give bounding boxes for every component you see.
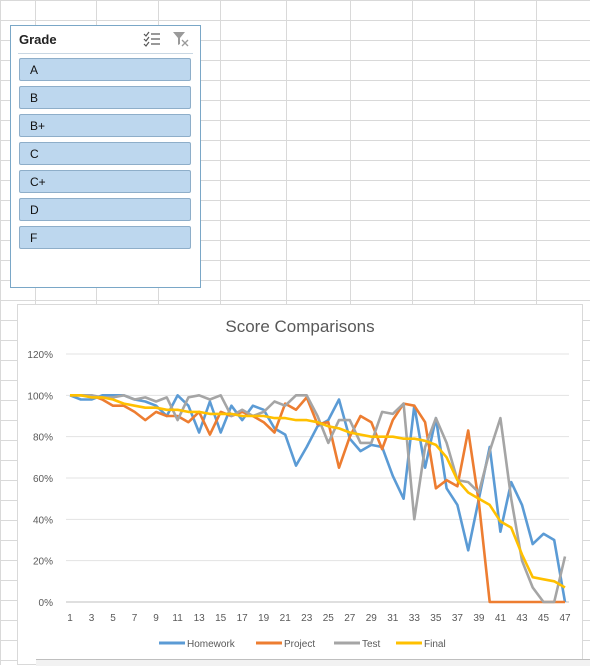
- chart-plot-area: 0%20%40%60%80%100%120%1 3 5 7 9 11 13 15 17 19 21 2…: [27, 350, 571, 650]
- slicer-title: Grade: [19, 32, 57, 47]
- y-tick-label: 0%: [39, 598, 54, 609]
- x-tick-label: 11: [172, 613, 183, 624]
- legend-label: Project: [284, 639, 315, 650]
- score-comparisons-chart[interactable]: Score Comparisons 0% 20% 40% 60% 80% 100% 120%…: [17, 304, 583, 665]
- legend-label: Final: [424, 639, 446, 650]
- x-tick-label: 7: [132, 613, 138, 624]
- x-tick-label: 23: [301, 613, 313, 624]
- x-tick-label: 41: [495, 613, 507, 624]
- x-tick-label: 1: [67, 613, 73, 624]
- x-tick-label: 5: [110, 613, 116, 624]
- x-tick-label: 43: [516, 613, 528, 624]
- x-tick-label: 33: [409, 613, 421, 624]
- x-tick-label: 39: [473, 613, 485, 624]
- y-tick-label: 80%: [33, 433, 53, 444]
- x-tick-label: 15: [215, 613, 227, 624]
- y-tick-label: 100%: [27, 391, 53, 402]
- series-line-homework[interactable]: [69, 394, 567, 603]
- grade-slicer[interactable]: Grade A B B+ C C+ D F: [10, 25, 201, 288]
- x-tick-label: 47: [559, 613, 571, 624]
- x-tick-label: 25: [323, 613, 335, 624]
- series-line-final[interactable]: [70, 394, 566, 589]
- x-tick-label: 29: [366, 613, 378, 624]
- slicer-item-label: C: [30, 147, 39, 161]
- slicer-item[interactable]: A: [19, 58, 191, 81]
- y-tick-label: 40%: [33, 515, 53, 526]
- slicer-item-label: B: [30, 91, 39, 105]
- x-tick-label: 31: [387, 613, 399, 624]
- clear-filter-icon[interactable]: [171, 29, 191, 49]
- x-tick-label: 35: [430, 613, 442, 624]
- slicer-item[interactable]: C: [19, 142, 191, 165]
- slicer-item[interactable]: C+: [19, 170, 191, 193]
- slicer-item[interactable]: F: [19, 226, 191, 249]
- x-tick-label: 45: [538, 613, 550, 624]
- slicer-header-divider: [18, 53, 193, 54]
- legend-entry-test[interactable]: Test: [334, 639, 381, 650]
- slicer-item[interactable]: B+: [19, 114, 191, 137]
- x-tick-label: 9: [153, 613, 159, 624]
- slicer-item-label: F: [30, 231, 38, 245]
- slicer-header: Grade: [11, 26, 200, 54]
- horizontal-scrollbar[interactable]: [36, 659, 590, 666]
- slicer-item-label: D: [30, 203, 39, 217]
- x-tick-label: 3: [89, 613, 95, 624]
- legend-entry-homework[interactable]: Homework: [159, 639, 236, 650]
- y-tick-label: 20%: [33, 557, 53, 568]
- x-tick-label: 37: [452, 613, 464, 624]
- chart-title: Score Comparisons: [225, 317, 375, 336]
- x-tick-label: 13: [194, 613, 206, 624]
- legend-entry-final[interactable]: Final: [396, 639, 446, 650]
- y-tick-label: 60%: [33, 474, 53, 485]
- slicer-item[interactable]: B: [19, 86, 191, 109]
- legend-label: Test: [362, 639, 381, 650]
- legend-entry-project[interactable]: Project: [256, 639, 315, 650]
- x-tick-label: 17: [237, 613, 249, 624]
- y-tick-label: 120%: [27, 350, 53, 361]
- series-line-test[interactable]: [70, 394, 567, 604]
- slicer-item-label: B+: [30, 119, 46, 133]
- x-tick-label: 27: [344, 613, 356, 624]
- x-tick-label: 19: [258, 613, 270, 624]
- slicer-item[interactable]: D: [19, 198, 191, 221]
- slicer-item-label: C+: [30, 175, 46, 189]
- series-line-project[interactable]: [70, 394, 565, 604]
- legend-label: Homework: [187, 639, 236, 650]
- x-tick-label: 21: [280, 613, 292, 624]
- multi-select-icon[interactable]: [142, 29, 162, 49]
- slicer-item-label: A: [30, 63, 39, 77]
